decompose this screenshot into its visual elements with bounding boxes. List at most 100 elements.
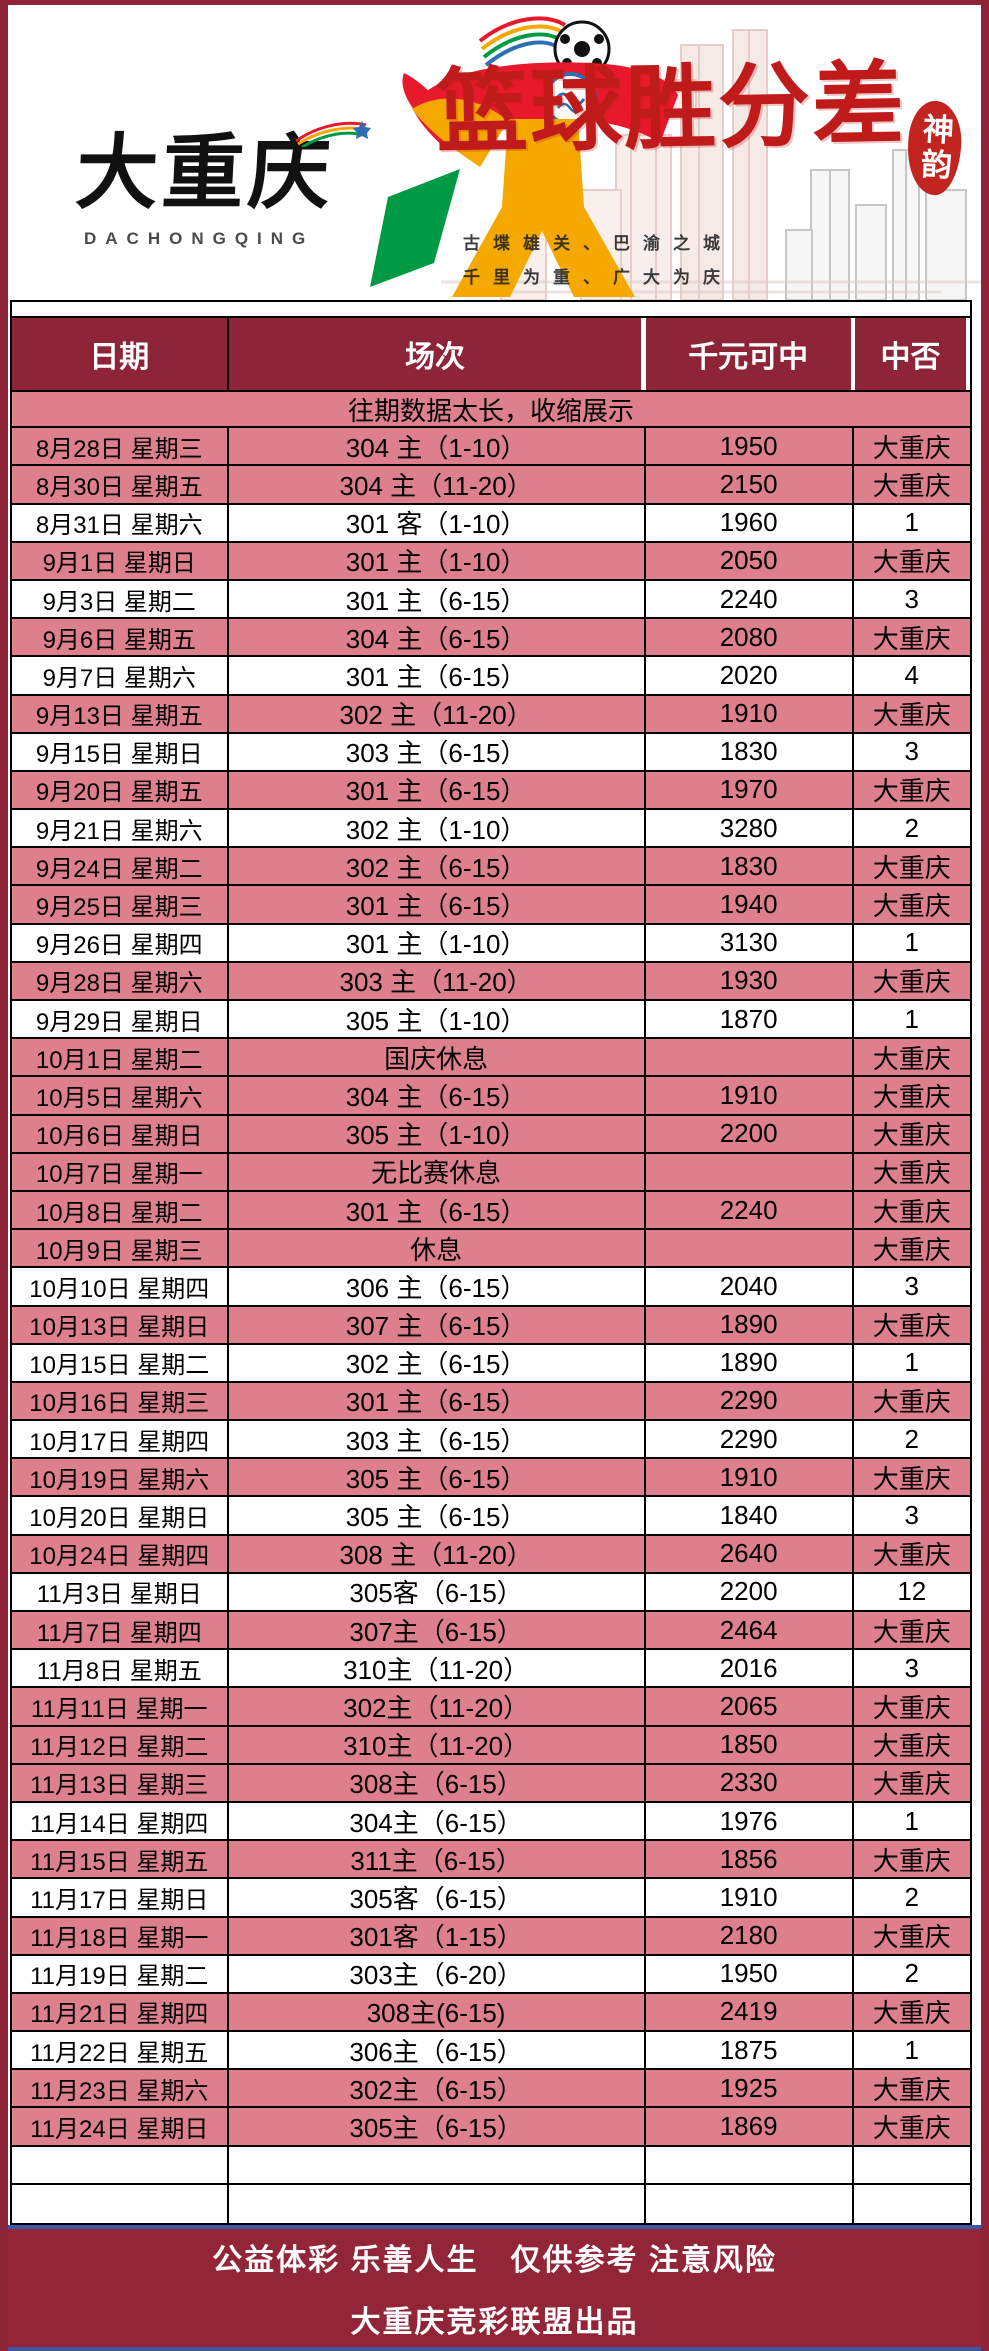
cell-payout: 2419 [646,1993,854,2031]
cell-result: 2 [904,1881,919,1912]
table-row: 8月31日 星期六 301 客（1-10） 1960 1 [12,504,970,543]
cell-match: 302主（11-20） [229,1688,646,1725]
cell-result: 大重庆 [872,1731,951,1762]
banner: 大重庆 DACHONGQING [8,5,981,300]
cell-match: 302 主（1-10） [229,810,646,847]
cell-date: 11月15日 星期五 [12,1841,229,1878]
cell-match: 310主（11-20） [229,1650,646,1687]
table-row: 11月7日 星期四 307主（6-15） 2464 大重庆 [12,1612,970,1651]
cell-match: 302 主（6-15） [229,1344,646,1381]
cell-payout: 2020 [646,657,854,694]
cell-date: 9月24日 星期二 [12,848,229,885]
cell-date: 10月9日 星期三 [12,1230,229,1267]
table-row: 9月24日 星期二 302 主（6-15） 1830 大重庆 [12,848,970,887]
results-table: 日期 场次 千元可中 中否 往期数据太长，收缩展示 8月28日 星期三 304 … [10,300,972,2225]
cell-result: 大重庆 [872,1922,951,1953]
col-header-payout: 千元可中 [645,318,851,390]
cell-date: 9月21日 星期六 [12,810,229,847]
cell-date: 11月8日 星期五 [12,1650,229,1687]
cell-result: 2 [904,1958,919,1989]
cell-date: 9月6日 星期五 [12,619,229,656]
table-row: 11月21日 星期四 308主(6-15) 2419 大重庆 [12,1993,970,2033]
rainbow-comet-icon [295,121,371,147]
table-row: 9月3日 星期二 301 主（6-15） 2240 3 [12,580,970,620]
slogan: 古堞雄关、巴渝之城 千里为重、广大为庆 [463,227,733,295]
cell-match: 304 主（1-10） [229,428,646,465]
cell-payout: 1976 [646,1802,854,1840]
table-row: 11月17日 星期日 305客（6-15） 1910 2 [12,1879,970,1918]
cell-match: 301 客（1-10） [229,504,646,541]
seal-stamp: 神韵 [905,99,964,197]
cell-payout: 2180 [646,1917,854,1954]
cell-date: 10月16日 星期三 [12,1382,229,1420]
table-body: 8月28日 星期三 304 主（1-10） 1950 大重庆 8月30日 星期五… [12,428,970,2223]
cell-match: 305 主（6-15） [229,1497,646,1534]
cell-date: 9月7日 星期六 [12,657,229,694]
cell-date: 11月24日 星期日 [12,2108,229,2145]
table-row: 10月7日 星期一 无比赛休息 大重庆 [12,1153,970,1192]
cell-result: 4 [904,659,919,690]
cell-payout: 2640 [646,1535,854,1572]
cell-result: 3 [904,1270,919,1301]
cell-result: 3 [904,1652,919,1683]
cell-match: 305客（6-15） [229,1573,646,1610]
cell-result: 1 [904,2034,919,2065]
table-row: 11月22日 星期五 306主（6-15） 1875 1 [12,2032,970,2071]
table-row: 11月18日 星期一 301客（1-15） 2180 大重庆 [12,1917,970,1956]
cell-match: 301 主（6-15） [229,771,646,809]
cell-match: 304 主（11-20） [229,466,646,503]
table-row: 9月28日 星期六 303 主（11-20） 1930 大重庆 [12,962,970,1001]
cell-date: 10月10日 星期四 [12,1268,229,1305]
cell-result: 大重庆 [872,432,951,463]
cell-date: 10月7日 星期一 [12,1153,229,1190]
table-row: 10月10日 星期四 306 主（6-15） 2040 3 [12,1268,970,1307]
cell-result: 大重庆 [872,547,951,578]
cell-result: 大重庆 [872,2113,951,2144]
table-row: 10月16日 星期三 301 主（6-15） 2290 大重庆 [12,1382,970,1422]
col-header-result: 中否 [854,318,967,390]
cell-match: 301 主（6-15） [229,886,646,923]
cell-match: 311主（6-15） [229,1841,646,1878]
cell-payout [646,2146,854,2183]
cell-payout [646,2184,854,2223]
cell-match: 301 主（6-15） [229,1382,646,1420]
cell-result: 大重庆 [872,1387,951,1418]
cell-match: 308主（6-15） [229,1764,646,1801]
table-row: 10月15日 星期二 302 主（6-15） 1890 1 [12,1344,970,1383]
cell-result: 12 [897,1576,927,1607]
cell-match: 308 主（11-20） [229,1535,646,1572]
cell-result: 大重庆 [872,1845,951,1876]
cell-result: 大重庆 [872,1196,951,1227]
cell-payout: 1930 [646,962,854,999]
table-row: 11月14日 星期四 304主（6-15） 1976 1 [12,1802,970,1842]
cell-match: 301 主（6-15） [229,580,646,618]
table-row: 10月13日 星期日 307 主（6-15） 1890 大重庆 [12,1306,970,1345]
table-row: 10月20日 星期日 305 主（6-15） 1840 3 [12,1497,970,1536]
table-row: 9月20日 星期五 301 主（6-15） 1970 大重庆 [12,771,970,811]
cell-result: 1 [904,1347,919,1378]
cell-match: 301 主（6-15） [229,657,646,694]
cell-match: 休息 [229,1230,646,1267]
cell-match: 302 主（11-20） [229,695,646,732]
table-row: 10月19日 星期六 305 主（6-15） 1910 大重庆 [12,1459,970,1498]
cell-match: 301 主（6-15） [229,1191,646,1229]
cell-result: 大重庆 [872,967,951,998]
table-row: 8月28日 星期三 304 主（1-10） 1950 大重庆 [12,428,970,467]
cell-result: 大重庆 [872,1616,951,1647]
cell-date: 10月13日 星期日 [12,1306,229,1343]
cell-result: 1 [904,1003,919,1034]
cell-match: 304 主（6-15） [229,1077,646,1114]
cell-payout [646,1039,854,1076]
cell-date: 10月6日 星期日 [12,1115,229,1152]
table-row: 11月23日 星期六 302主（6-15） 1925 大重庆 [12,2070,970,2109]
mascot-logo [370,16,678,297]
table-row: 9月15日 星期日 303 主（6-15） 1830 3 [12,733,970,772]
cell-match: 305主（6-15） [229,2108,646,2145]
cell-payout: 1910 [646,695,854,732]
cell-date: 10月15日 星期二 [12,1344,229,1381]
cell-payout: 1950 [646,428,854,465]
cell-result: 大重庆 [872,852,951,883]
table-row: 9月21日 星期六 302 主（1-10） 3280 2 [12,810,970,849]
cell-payout: 2240 [646,580,854,618]
table-row: 11月15日 星期五 311主（6-15） 1856 大重庆 [12,1841,970,1880]
